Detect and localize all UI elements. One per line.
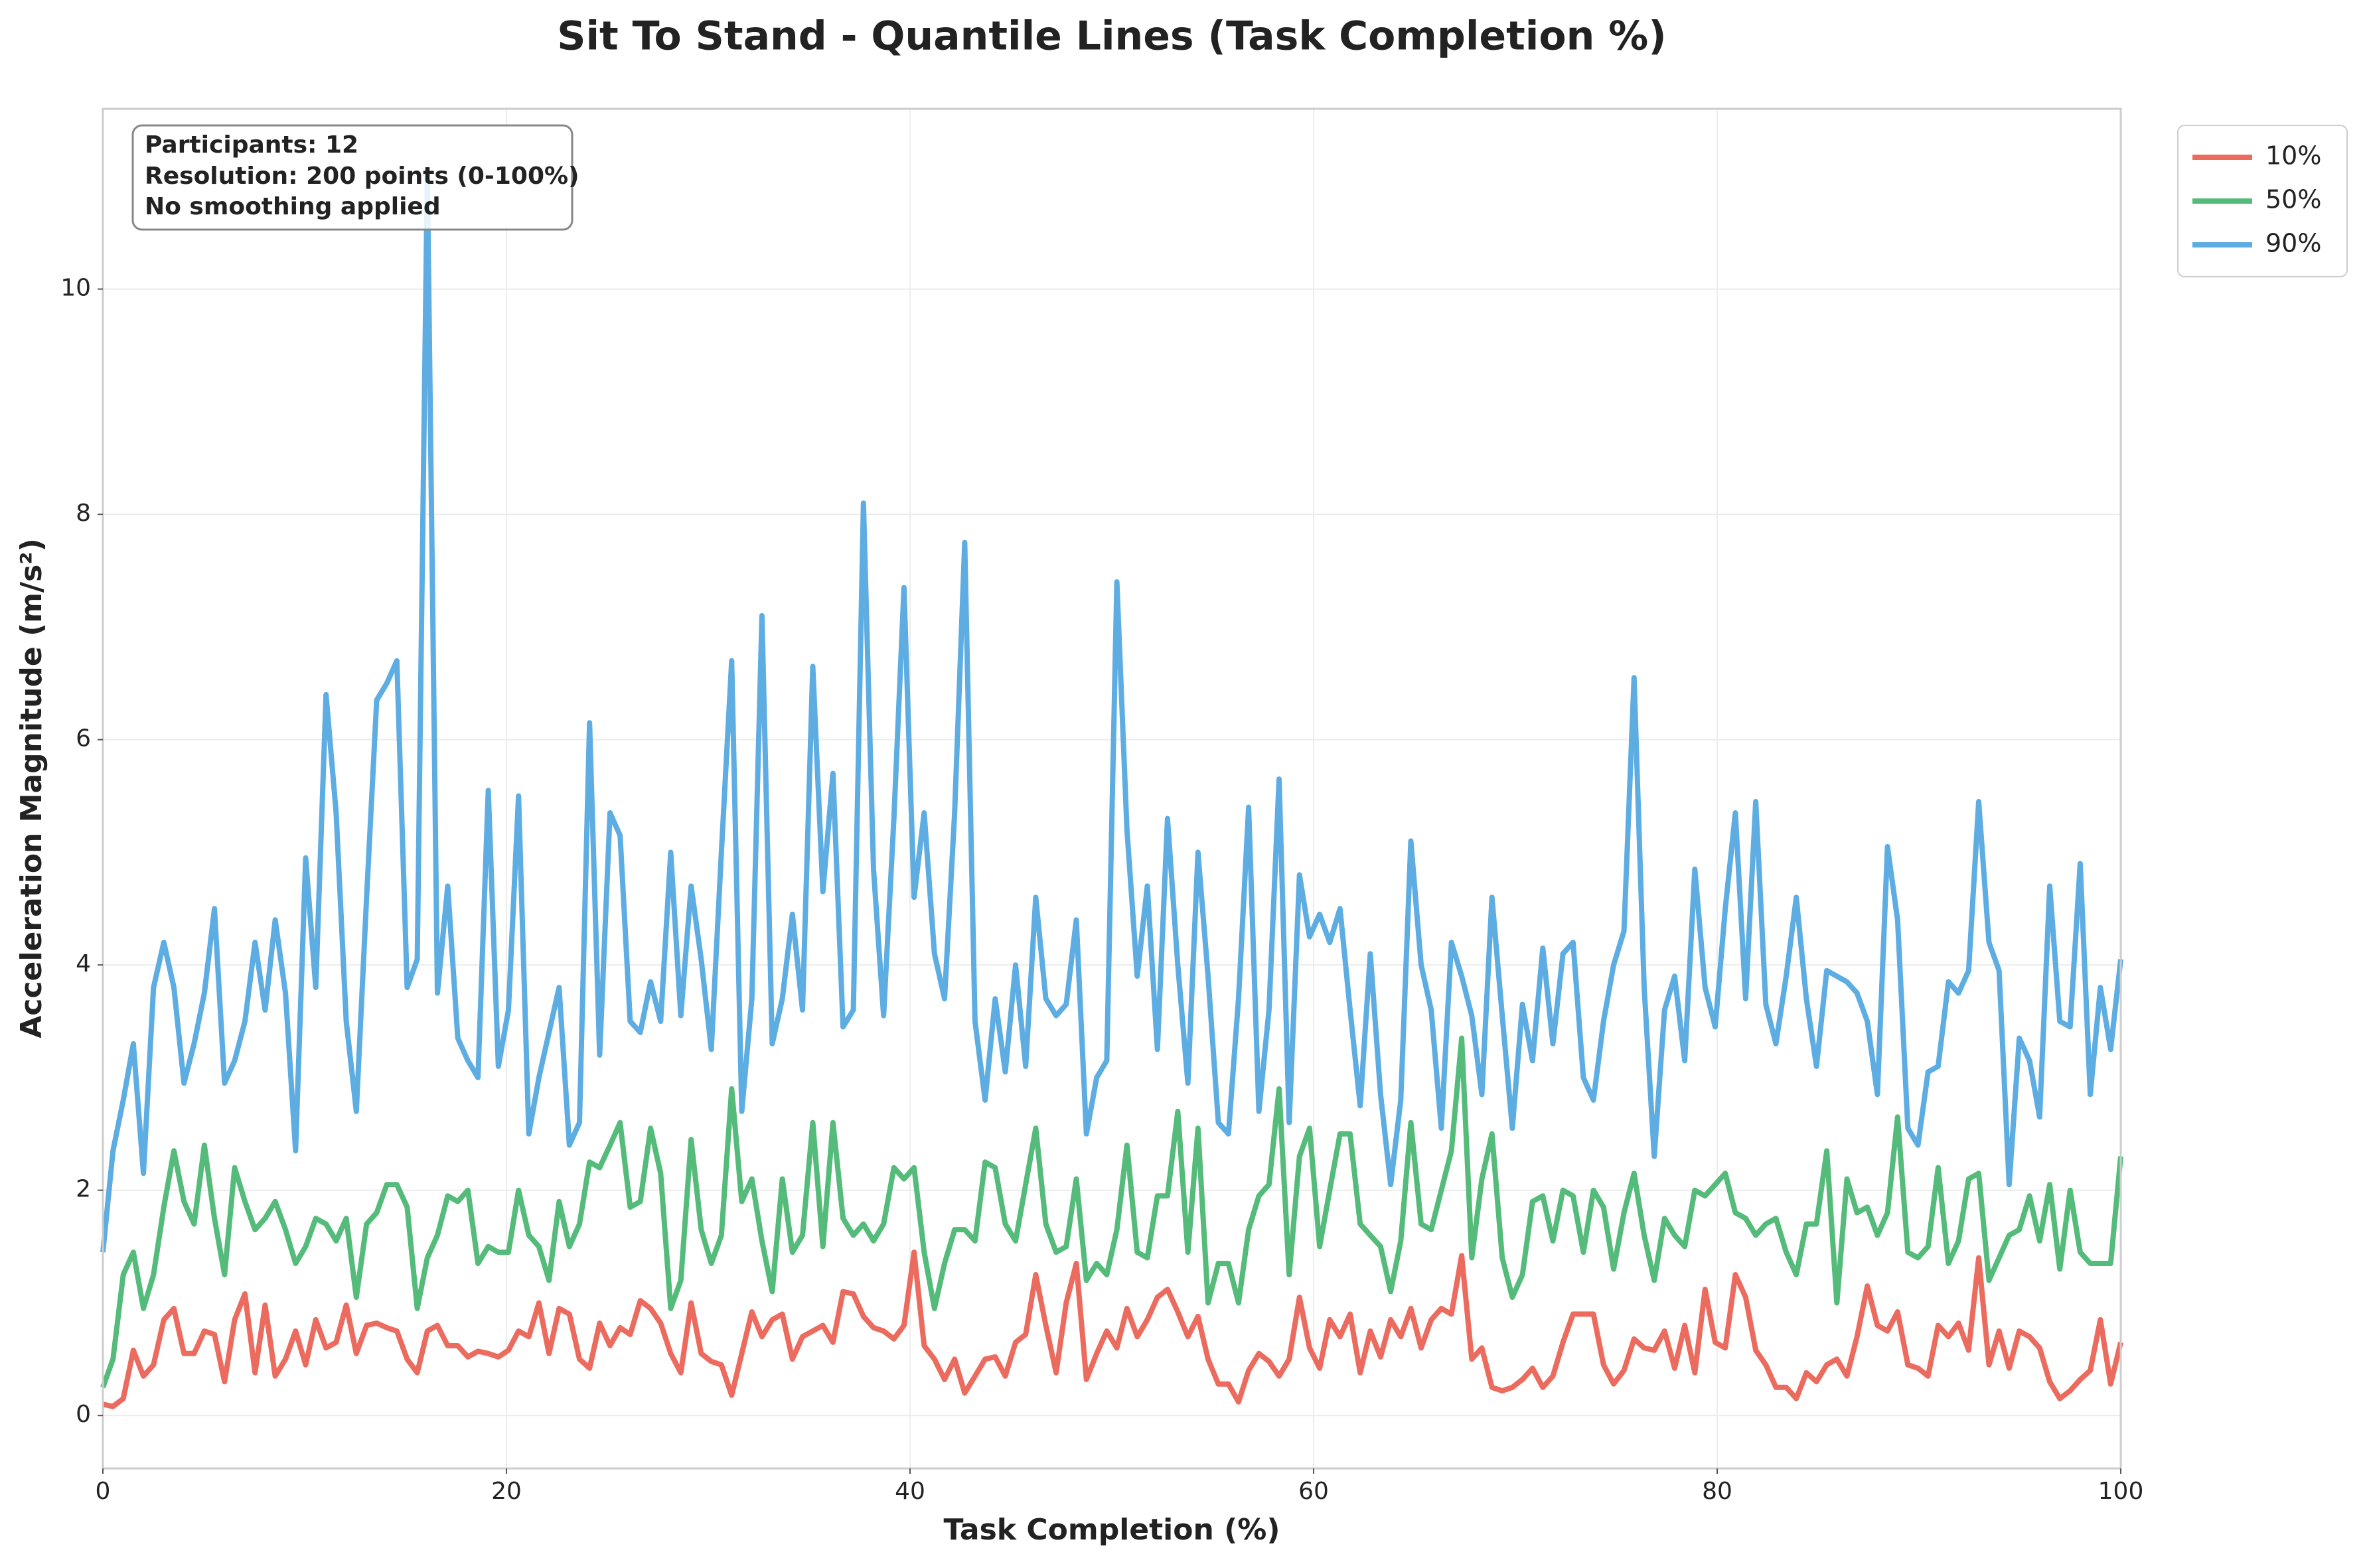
x-axis-label: Task Completion (%) — [944, 1513, 1280, 1547]
annotation-box — [131, 124, 573, 231]
y-axis-label: Acceleration Magnitude (m/s²) — [15, 538, 48, 1038]
legend-label: 50% — [2265, 185, 2321, 214]
series-line — [100, 168, 2123, 1253]
annotation-line: Resolution: 200 points (0-100%) — [145, 163, 579, 190]
y-tick-label: 8 — [76, 500, 91, 527]
legend-label: 10% — [2265, 141, 2321, 171]
x-tick-label: 20 — [491, 1478, 522, 1505]
x-tick-label: 40 — [895, 1478, 925, 1505]
y-tick-label: 2 — [76, 1176, 91, 1203]
series-line — [100, 1035, 2123, 1389]
x-tick-label: 80 — [1702, 1478, 1732, 1505]
series-line — [102, 1249, 2123, 1409]
y-tick-label: 4 — [76, 950, 91, 977]
x-tick-label: 60 — [1298, 1478, 1329, 1505]
legend-box — [2177, 125, 2348, 277]
legend: 10% 50% 90% — [2177, 125, 2348, 277]
annotation-line: Participants: 12 — [145, 131, 358, 159]
ticks: 0 20 40 60 80 100 0 2 4 6 8 10 — [60, 275, 2143, 1505]
lines — [100, 168, 2123, 1409]
y-tick-label: 10 — [60, 275, 91, 302]
x-tick-label: 0 — [96, 1478, 111, 1505]
legend-label: 90% — [2265, 229, 2321, 258]
y-tick-label: 6 — [76, 725, 91, 752]
y-tick-label: 0 — [76, 1401, 91, 1428]
plot-frame — [102, 107, 2122, 1470]
chart-title: Sit To Stand - Quantile Lines (Task Comp… — [557, 13, 1666, 60]
x-tick-label: 100 — [2098, 1478, 2144, 1505]
annotation-line: No smoothing applied — [145, 193, 441, 220]
